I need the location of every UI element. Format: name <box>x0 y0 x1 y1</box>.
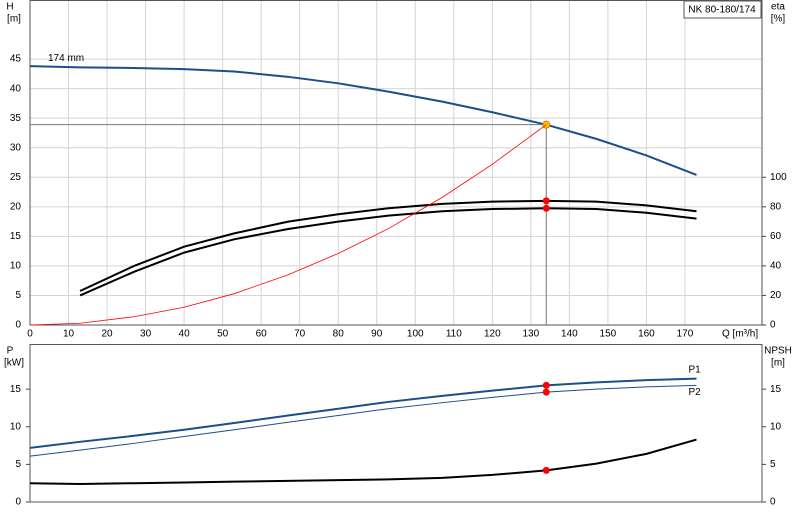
x-tick-label: 100 <box>407 329 424 340</box>
plot-frame <box>29 0 763 326</box>
series-line <box>29 384 697 457</box>
y-tick-label: 20 <box>10 201 22 212</box>
y-tick-label: 15 <box>10 384 22 395</box>
x-tick-label: 160 <box>638 329 655 340</box>
y-tick-label: 35 <box>10 113 22 124</box>
x-tick-label: 170 <box>677 329 694 340</box>
y-tick-label: 0 <box>15 320 21 331</box>
y-tick-label: 5 <box>15 290 21 301</box>
series-line <box>29 65 697 176</box>
y-tick-label: 15 <box>10 231 22 242</box>
y2-tick-label: 40 <box>770 261 782 272</box>
duty-point <box>542 388 550 396</box>
x-tick-label: 130 <box>522 329 539 340</box>
y-tick-label: 0 <box>15 497 21 508</box>
x-tick-label: 110 <box>446 329 462 340</box>
series-line <box>29 124 547 326</box>
title-box <box>683 0 762 19</box>
y2-tick-label: 60 <box>770 231 782 242</box>
y-tick-label: 10 <box>10 421 22 432</box>
y-tick-label: 40 <box>10 83 22 94</box>
series-line <box>29 438 697 485</box>
x-tick-label: 50 <box>217 329 229 340</box>
y-tick-label: 30 <box>10 142 22 153</box>
duty-point <box>542 204 550 212</box>
legend-label: P1 <box>689 364 702 375</box>
series-line <box>29 377 697 449</box>
y2-axis-label: NPSH <box>764 346 792 357</box>
x-tick-label: 0 <box>27 329 33 340</box>
series-line <box>79 207 697 297</box>
y-tick-label: 10 <box>10 261 22 272</box>
x-tick-label: 120 <box>484 329 501 340</box>
y2-tick-label: 5 <box>770 459 776 470</box>
y2-tick-label: 100 <box>770 172 787 183</box>
y2-tick-label: 20 <box>770 290 782 301</box>
y-axis-label: H <box>6 2 13 13</box>
x-tick-label: 140 <box>561 329 578 340</box>
y2-tick-label: 80 <box>770 201 782 212</box>
legend-label: P2 <box>689 387 702 398</box>
y-axis-label: P <box>7 346 14 357</box>
duty-point <box>542 466 550 474</box>
y-axis-unit: [m] <box>7 14 21 25</box>
y2-tick-label: 15 <box>770 384 782 395</box>
x-axis-label: Q [m³/h] <box>722 329 758 340</box>
y2-axis-unit: [m] <box>771 358 785 369</box>
y2-tick-label: 0 <box>770 320 776 331</box>
series-label: 174 mm <box>48 53 84 64</box>
y-tick-label: 25 <box>10 172 22 183</box>
x-tick-label: 20 <box>101 329 113 340</box>
y2-tick-label: 0 <box>770 497 776 508</box>
x-tick-label: 80 <box>333 329 345 340</box>
x-tick-label: 40 <box>179 329 191 340</box>
y-tick-label: 45 <box>10 54 22 65</box>
x-tick-label: 60 <box>256 329 268 340</box>
x-tick-label: 10 <box>63 329 75 340</box>
chart-title: NK 80-180/174 <box>688 5 756 16</box>
x-tick-label: 70 <box>294 329 306 340</box>
y2-axis-unit: [%] <box>771 14 786 25</box>
duty-point <box>542 381 550 389</box>
x-tick-label: 90 <box>371 329 383 340</box>
duty-point <box>542 197 550 205</box>
x-tick-label: 150 <box>600 329 617 340</box>
x-tick-label: 30 <box>140 329 152 340</box>
y-axis-unit: [kW] <box>4 358 24 369</box>
plot-frame <box>29 344 763 503</box>
y2-axis-label: eta <box>771 2 785 13</box>
series-line <box>79 199 697 292</box>
y-tick-label: 5 <box>15 459 21 470</box>
y2-tick-label: 10 <box>770 421 782 432</box>
